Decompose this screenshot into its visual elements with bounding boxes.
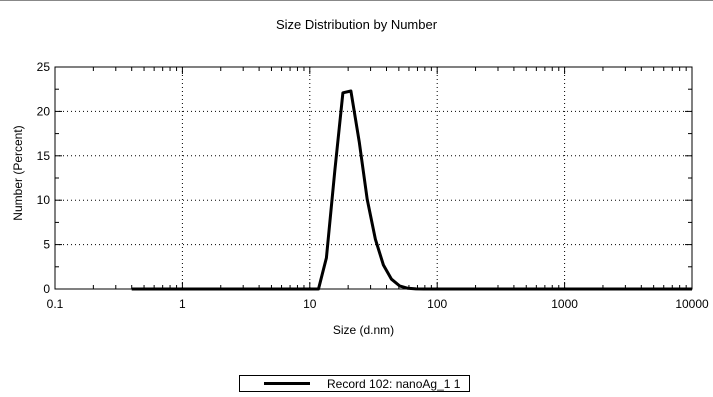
series-line-0 (131, 89, 692, 291)
plot-area-frame (54, 66, 693, 290)
x-axis-label: Size (d.nm) (333, 323, 394, 337)
grid-lines (55, 67, 692, 289)
y-tick-label: 10 (37, 193, 51, 207)
x-tick-label: 10000 (675, 297, 709, 311)
top-rule (0, 0, 713, 1)
x-tick-label: 10 (303, 297, 317, 311)
x-tick-label: 1 (179, 297, 186, 311)
y-axis-label: Number (Percent) (11, 125, 25, 220)
y-tick-label: 0 (43, 282, 50, 296)
y-tick-label: 25 (37, 60, 51, 74)
y-tick-label: 20 (37, 104, 51, 118)
legend-swatch (264, 382, 310, 385)
x-tick-label: 100 (427, 297, 447, 311)
legend: Record 102: nanoAg_1 1 (239, 375, 470, 392)
axes: 0.1 1 10 100 1000 10000 0 5 10 15 20 25 (37, 60, 709, 311)
y-tick-label: 15 (37, 149, 51, 163)
x-tick-label: 0.1 (47, 297, 64, 311)
chart-title: Size Distribution by Number (275, 17, 438, 32)
legend-series-name: Record 102: nanoAg_1 1 (327, 376, 461, 391)
series-group (131, 89, 692, 291)
x-tick-label: 1000 (551, 297, 578, 311)
y-tick-label: 5 (43, 238, 50, 252)
